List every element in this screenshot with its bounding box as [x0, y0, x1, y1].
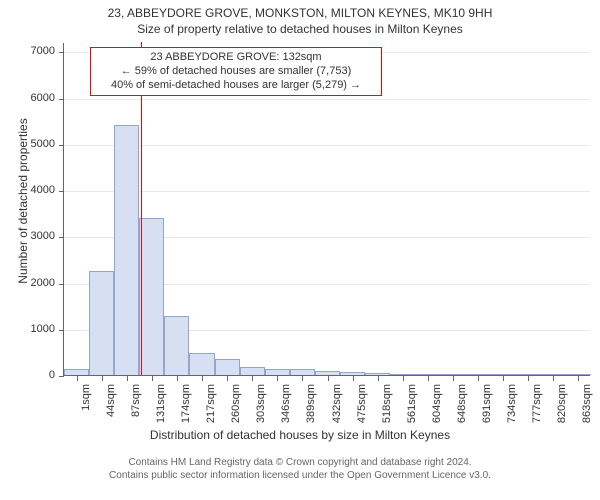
x-tick-label: 1sqm: [80, 384, 92, 434]
x-tick-mark: [177, 376, 178, 381]
y-tick-mark: [59, 52, 64, 53]
y-tick-mark: [59, 284, 64, 285]
annotation-callout: 23 ABBEYDORE GROVE: 132sqm← 59% of detac…: [90, 47, 382, 96]
x-tick-mark: [152, 376, 153, 381]
gridline-h: [64, 99, 590, 100]
histogram-bar: [215, 359, 240, 375]
x-tick-mark: [503, 376, 504, 381]
y-tick-label: 1000: [15, 323, 55, 335]
y-tick-label: 2000: [15, 277, 55, 289]
x-tick-mark: [353, 376, 354, 381]
x-tick-mark: [378, 376, 379, 381]
y-tick-mark: [59, 330, 64, 331]
x-tick-label: 777sqm: [531, 384, 543, 434]
y-tick-mark: [59, 145, 64, 146]
x-tick-label: 561sqm: [406, 384, 418, 434]
annotation-line: ← 59% of detached houses are smaller (7,…: [97, 65, 375, 79]
x-tick-mark: [102, 376, 103, 381]
x-tick-mark: [403, 376, 404, 381]
y-tick-label: 5000: [15, 138, 55, 150]
x-tick-label: 734sqm: [506, 384, 518, 434]
y-tick-mark: [59, 99, 64, 100]
x-tick-label: 604sqm: [431, 384, 443, 434]
histogram-bar: [240, 367, 265, 375]
x-tick-mark: [127, 376, 128, 381]
x-tick-label: 863sqm: [581, 384, 593, 434]
x-tick-label: 346sqm: [280, 384, 292, 434]
histogram-bar: [390, 374, 415, 375]
histogram-bar: [64, 369, 89, 375]
x-tick-label: 691sqm: [481, 384, 493, 434]
x-tick-label: 648sqm: [456, 384, 468, 434]
histogram-bar: [541, 374, 566, 375]
histogram-bar: [290, 369, 315, 375]
footer-line-2: Contains public sector information licen…: [0, 470, 600, 483]
x-tick-label: 260sqm: [230, 384, 242, 434]
annotation-line: 23 ABBEYDORE GROVE: 132sqm: [97, 51, 375, 65]
histogram-bar: [164, 316, 189, 375]
x-tick-label: 44sqm: [105, 384, 117, 434]
x-tick-mark: [528, 376, 529, 381]
y-tick-mark: [59, 237, 64, 238]
y-tick-mark: [59, 376, 64, 377]
x-tick-label: 217sqm: [205, 384, 217, 434]
gridline-h: [64, 145, 590, 146]
y-tick-label: 3000: [15, 230, 55, 242]
x-tick-mark: [227, 376, 228, 381]
histogram-bar: [491, 374, 516, 375]
x-tick-mark: [553, 376, 554, 381]
histogram-bar: [365, 373, 390, 375]
histogram-bar: [340, 372, 365, 375]
x-tick-mark: [252, 376, 253, 381]
histogram-bar: [114, 125, 139, 375]
y-axis-label: Number of detached properties: [16, 36, 30, 366]
x-tick-label: 389sqm: [305, 384, 317, 434]
y-tick-mark: [59, 191, 64, 192]
histogram-bar: [139, 218, 164, 375]
y-tick-label: 4000: [15, 184, 55, 196]
histogram-bar: [516, 374, 541, 375]
x-tick-mark: [328, 376, 329, 381]
histogram-bar: [566, 374, 591, 375]
x-tick-label: 174sqm: [180, 384, 192, 434]
chart-supertitle: 23, ABBEYDORE GROVE, MONKSTON, MILTON KE…: [0, 6, 600, 20]
x-tick-label: 303sqm: [255, 384, 267, 434]
x-tick-mark: [578, 376, 579, 381]
x-tick-label: 820sqm: [556, 384, 568, 434]
y-tick-label: 0: [15, 369, 55, 381]
y-tick-label: 6000: [15, 92, 55, 104]
x-tick-label: 87sqm: [130, 384, 142, 434]
histogram-bar: [315, 371, 340, 375]
x-tick-mark: [478, 376, 479, 381]
x-tick-mark: [428, 376, 429, 381]
histogram-bar: [440, 374, 465, 375]
x-tick-label: 475sqm: [356, 384, 368, 434]
chart-title: Size of property relative to detached ho…: [0, 22, 600, 36]
x-tick-mark: [202, 376, 203, 381]
x-tick-label: 518sqm: [381, 384, 393, 434]
y-tick-label: 7000: [15, 45, 55, 57]
x-tick-label: 131sqm: [155, 384, 167, 434]
histogram-bar: [466, 374, 491, 375]
annotation-line: 40% of semi-detached houses are larger (…: [97, 79, 375, 93]
histogram-bar: [89, 271, 114, 375]
chart-footer: Contains HM Land Registry data © Crown c…: [0, 457, 600, 482]
footer-line-1: Contains HM Land Registry data © Crown c…: [0, 457, 600, 470]
histogram-bar: [189, 353, 214, 375]
histogram-bar: [265, 369, 290, 375]
x-tick-mark: [77, 376, 78, 381]
gridline-h: [64, 191, 590, 192]
x-tick-mark: [453, 376, 454, 381]
x-tick-mark: [302, 376, 303, 381]
histogram-bar: [415, 374, 440, 375]
x-tick-mark: [277, 376, 278, 381]
x-tick-label: 432sqm: [331, 384, 343, 434]
